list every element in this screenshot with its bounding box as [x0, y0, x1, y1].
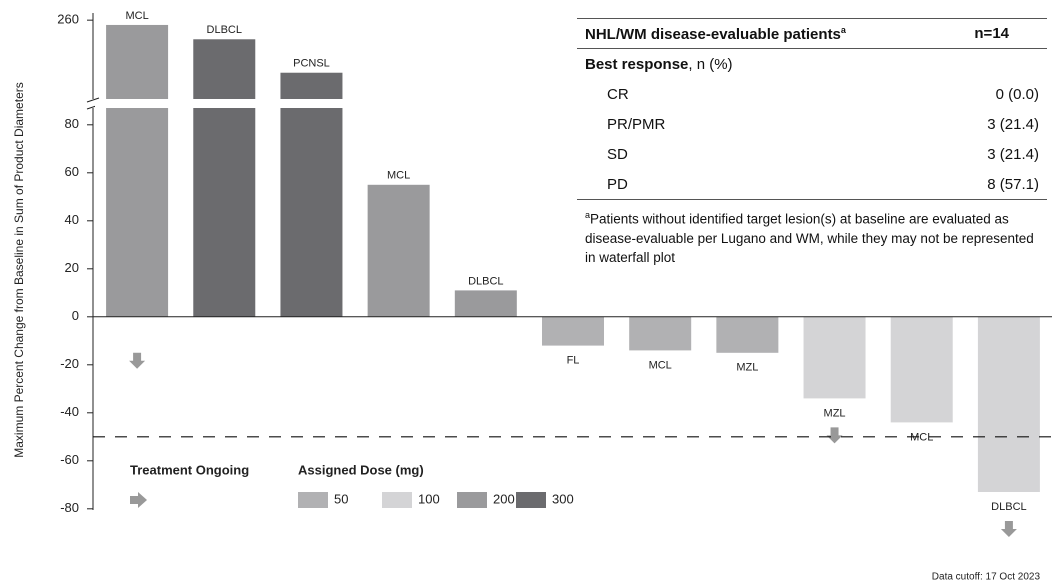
y-tick-label: 20 — [65, 260, 79, 275]
bar-label: DLBCL — [468, 275, 503, 287]
y-tick-label: 40 — [65, 212, 79, 227]
dose-label: 50 — [334, 491, 348, 506]
dose-label: 200 — [493, 491, 515, 506]
y-axis-label: Maximum Percent Change from Baseline in … — [12, 82, 26, 458]
break-mark — [86, 97, 100, 103]
row-label: CR — [607, 85, 629, 103]
table-row: CR 0 (0.0) — [577, 79, 1047, 109]
y-tick-label: 80 — [65, 116, 79, 131]
row-value: 3 (21.4) — [987, 145, 1039, 163]
table-row: PR/PMR 3 (21.4) — [577, 109, 1047, 139]
bar-label: PCNSL — [293, 58, 330, 70]
bar — [454, 290, 517, 317]
data-cutoff: Data cutoff: 17 Oct 2023 — [932, 572, 1041, 583]
header-text: NHL/WM disease-evaluable patients — [585, 25, 841, 43]
row-value: 0 (0.0) — [995, 85, 1039, 103]
ongoing-arrow — [129, 352, 146, 369]
table-header: NHL/WM disease-evaluable patientsa n=14 — [577, 18, 1047, 49]
dose-label: 300 — [552, 491, 574, 506]
bar — [367, 184, 430, 317]
bar-lower — [106, 108, 169, 317]
footnote-sup: a — [585, 210, 591, 220]
bar-upper — [280, 72, 343, 99]
bar-label: DLBCL — [207, 24, 242, 36]
ongoing-legend-arrow — [130, 492, 147, 508]
bar — [716, 316, 779, 353]
table-row: PD 8 (57.1) — [577, 169, 1047, 200]
y-tick-label: 60 — [65, 164, 79, 179]
bar-label: DLBCL — [991, 501, 1026, 513]
y-tick-label: -60 — [60, 452, 79, 467]
bar-label: MCL — [125, 10, 148, 22]
dose-swatch — [516, 492, 546, 508]
bar-label: MZL — [736, 362, 758, 374]
row-label: PR/PMR — [607, 115, 666, 133]
bar — [803, 316, 866, 399]
table-body: CR 0 (0.0) PR/PMR 3 (21.4) SD 3 (21.4) PD 8 (57… — [577, 79, 1047, 200]
row-value: 8 (57.1) — [987, 175, 1039, 193]
ongoing-legend-title: Treatment Ongoing — [130, 462, 249, 477]
header-n: n=14 — [974, 25, 1009, 42]
row-label: SD — [607, 145, 628, 163]
bar-label: MZL — [824, 407, 846, 419]
bar-upper — [106, 24, 169, 100]
table-row: SD 3 (21.4) — [577, 139, 1047, 169]
bar-label: FL — [567, 355, 580, 367]
bar — [629, 316, 692, 351]
ongoing-arrow — [1000, 521, 1017, 537]
bar — [890, 316, 953, 423]
dose-swatch — [298, 492, 328, 508]
footnote: aPatients without identified target lesi… — [577, 206, 1047, 267]
y-tick-label: -80 — [60, 500, 79, 515]
dose-swatch — [457, 492, 487, 508]
y-tick-label: -40 — [60, 404, 79, 419]
y-tick-label: -20 — [60, 356, 79, 371]
dose-legend-title: Assigned Dose (mg) — [298, 462, 424, 477]
bar-label: MCL — [910, 431, 933, 443]
row-label: PD — [607, 175, 628, 193]
ongoing-arrow — [826, 427, 843, 444]
bar — [977, 316, 1040, 492]
section-row: Best response, n (%) — [577, 49, 1047, 79]
bar-label: MCL — [649, 359, 672, 371]
header-sup: a — [840, 24, 846, 35]
header-label: NHL/WM disease-evaluable patientsa — [585, 25, 846, 43]
y-tick-label: 260 — [57, 12, 79, 27]
response-table: NHL/WM disease-evaluable patientsa n=14 … — [577, 18, 1047, 267]
y-tick-label: 0 — [72, 308, 79, 323]
section-suffix: , n (%) — [688, 55, 733, 73]
footnote-text: Patients without identified target lesio… — [585, 211, 1034, 265]
bar-lower — [193, 108, 256, 317]
axis-break-gap — [95, 100, 1052, 107]
bar — [542, 316, 604, 346]
bar-label: MCL — [387, 170, 410, 182]
bar-upper — [193, 39, 256, 99]
dose-label: 100 — [418, 491, 440, 506]
bar-lower — [280, 108, 343, 317]
section-title: Best response — [585, 55, 689, 73]
row-value: 3 (21.4) — [987, 115, 1039, 133]
dose-swatch — [382, 492, 412, 508]
